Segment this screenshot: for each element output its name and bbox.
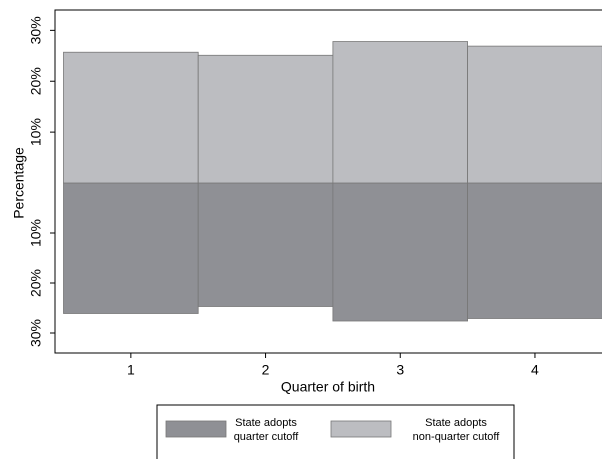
bar: [332, 41, 468, 184]
y-tick-label: 10%: [28, 118, 44, 146]
y-tick-label: 20%: [28, 269, 44, 297]
bar: [467, 45, 602, 184]
x-tick-label: 1: [127, 362, 135, 378]
legend-swatch: [165, 420, 227, 438]
y-tick-label: 20%: [28, 67, 44, 95]
x-tick-label: 2: [262, 362, 270, 378]
bar: [63, 51, 199, 184]
legend-swatch: [330, 420, 392, 438]
y-tick-label: 30%: [28, 319, 44, 347]
legend-label: State adopts quarter cutoff: [233, 417, 299, 443]
x-tick-label: 4: [531, 362, 539, 378]
y-axis-label: Percentage: [11, 147, 27, 219]
bar: [332, 182, 468, 322]
y-tick-label: 10%: [28, 219, 44, 247]
bar: [197, 54, 334, 184]
plot-frame: [54, 9, 602, 354]
legend-label: State adopts non-quarter cutoff: [412, 417, 500, 443]
bar: [63, 182, 199, 314]
bar: [467, 182, 602, 319]
bar: [197, 182, 334, 307]
y-tick-label: 30%: [28, 16, 44, 44]
x-tick-label: 3: [396, 362, 404, 378]
x-axis-label: Quarter of birth: [281, 379, 375, 395]
legend-box: [156, 404, 515, 459]
